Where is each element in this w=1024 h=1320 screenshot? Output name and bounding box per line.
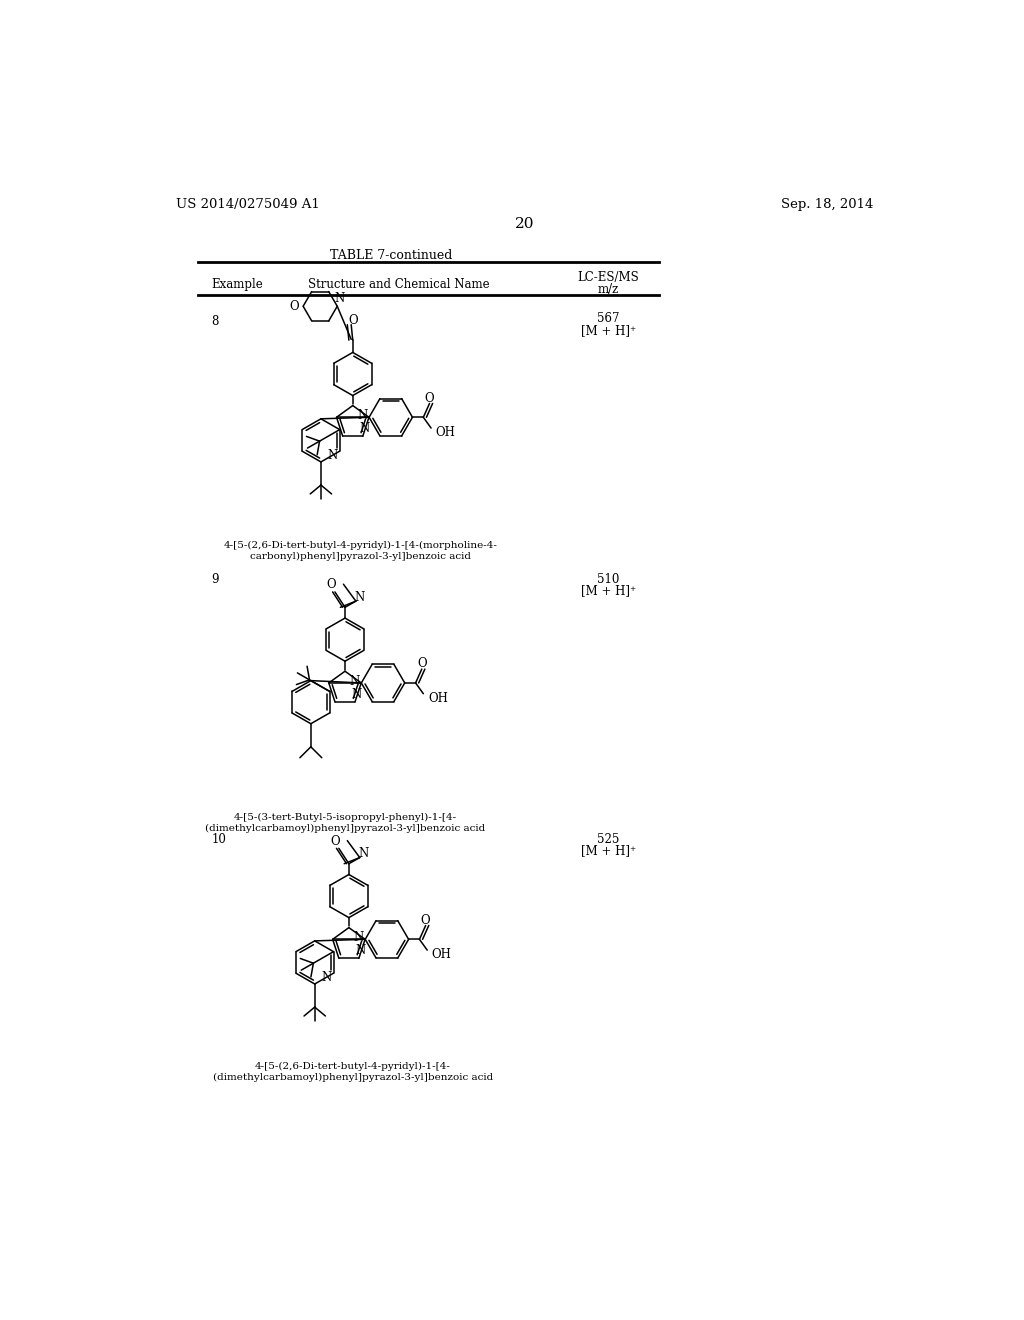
Text: N: N: [322, 970, 332, 983]
Text: O: O: [425, 392, 434, 404]
Text: TABLE 7-continued: TABLE 7-continued: [331, 249, 453, 263]
Text: O: O: [327, 578, 336, 591]
Text: O: O: [421, 913, 430, 927]
Text: (dimethylcarbamoyl)phenyl]pyrazol-3-yl]benzoic acid: (dimethylcarbamoyl)phenyl]pyrazol-3-yl]b…: [205, 824, 485, 833]
Text: N: N: [357, 409, 368, 422]
Text: 20: 20: [515, 216, 535, 231]
Text: m/z: m/z: [598, 284, 620, 296]
Text: carbonyl)phenyl]pyrazol-3-yl]benzoic acid: carbonyl)phenyl]pyrazol-3-yl]benzoic aci…: [250, 552, 471, 561]
Text: Example: Example: [212, 277, 263, 290]
Text: Structure and Chemical Name: Structure and Chemical Name: [308, 277, 490, 290]
Text: O: O: [348, 314, 357, 326]
Text: N: N: [354, 591, 365, 603]
Text: N: N: [355, 944, 366, 957]
Text: OH: OH: [428, 692, 447, 705]
Text: (dimethylcarbamoyl)phenyl]pyrazol-3-yl]benzoic acid: (dimethylcarbamoyl)phenyl]pyrazol-3-yl]b…: [213, 1072, 493, 1081]
Text: [M + H]⁺: [M + H]⁺: [581, 845, 636, 858]
Text: OH: OH: [432, 948, 452, 961]
Text: N: N: [351, 688, 361, 701]
Text: [M + H]⁺: [M + H]⁺: [581, 323, 636, 337]
Text: 4-[5-(2,6-Di-tert-butyl-4-pyridyl)-1-[4-: 4-[5-(2,6-Di-tert-butyl-4-pyridyl)-1-[4-: [255, 1061, 451, 1071]
Text: 510: 510: [597, 573, 620, 586]
Text: US 2014/0275049 A1: US 2014/0275049 A1: [176, 198, 319, 211]
Text: N: N: [350, 675, 360, 688]
Text: 4-[5-(2,6-Di-tert-butyl-4-pyridyl)-1-[4-(morpholine-4-: 4-[5-(2,6-Di-tert-butyl-4-pyridyl)-1-[4-…: [223, 541, 498, 550]
Text: 4-[5-(3-tert-Butyl-5-isopropyl-phenyl)-1-[4-: 4-[5-(3-tert-Butyl-5-isopropyl-phenyl)-1…: [233, 813, 457, 822]
Text: N: N: [358, 847, 369, 861]
Text: N: N: [353, 932, 364, 944]
Text: Sep. 18, 2014: Sep. 18, 2014: [781, 198, 873, 211]
Text: LC-ES/MS: LC-ES/MS: [578, 271, 639, 284]
Text: N: N: [359, 422, 370, 436]
Text: [M + H]⁺: [M + H]⁺: [581, 585, 636, 597]
Text: 9: 9: [212, 573, 219, 586]
Text: 525: 525: [597, 833, 620, 846]
Text: N: N: [328, 449, 338, 462]
Text: OH: OH: [436, 426, 456, 440]
Text: 567: 567: [597, 313, 620, 326]
Text: O: O: [289, 300, 299, 313]
Text: 8: 8: [212, 314, 219, 327]
Text: O: O: [330, 834, 340, 847]
Text: 10: 10: [212, 833, 226, 846]
Text: N: N: [335, 292, 345, 305]
Text: O: O: [417, 657, 427, 671]
